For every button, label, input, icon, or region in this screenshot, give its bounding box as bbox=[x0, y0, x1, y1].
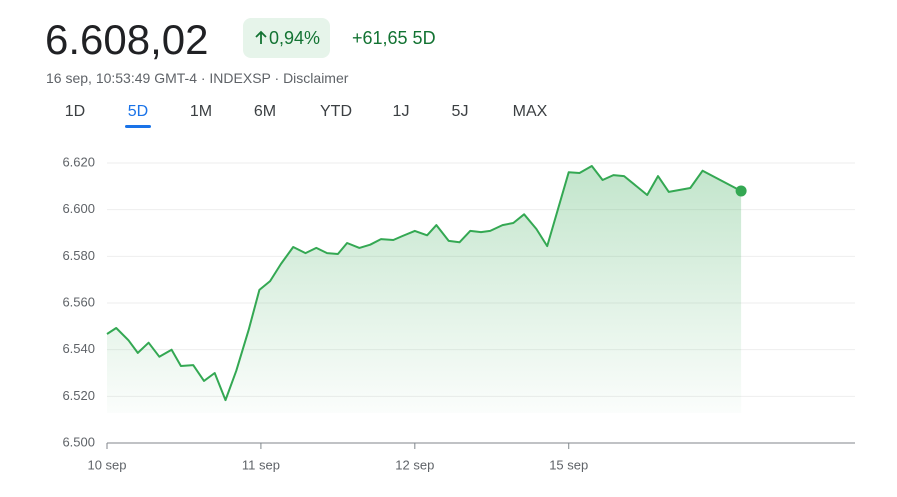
y-tick-label: 6.580 bbox=[62, 248, 95, 263]
tab[interactable]: YTD bbox=[320, 103, 352, 120]
tab-underline bbox=[125, 125, 151, 128]
change-percent: 0,94% bbox=[269, 27, 321, 48]
tab[interactable]: 1D bbox=[65, 103, 85, 120]
area-fill bbox=[107, 166, 742, 413]
meta: 16 sep, 10:53:49 GMT-4 · INDEXSP · Discl… bbox=[46, 70, 349, 86]
x-tick-label: 11 sep bbox=[242, 457, 280, 472]
y-tick-label: 6.520 bbox=[62, 388, 95, 403]
y-tick-label: 6.560 bbox=[62, 294, 95, 309]
tab[interactable]: MAX bbox=[513, 103, 548, 120]
change: +61,65 5D bbox=[352, 28, 436, 48]
tab[interactable]: 5J bbox=[452, 103, 469, 120]
tab[interactable]: 1J bbox=[393, 103, 410, 120]
x-tick-label: 12 sep bbox=[395, 457, 434, 472]
price: 6.608,02 bbox=[45, 16, 209, 63]
y-tick-label: 6.540 bbox=[62, 341, 95, 356]
x-tick-label: 15 sep bbox=[549, 457, 588, 472]
change-pill: 0,94% bbox=[243, 18, 331, 58]
price-line bbox=[106, 165, 742, 402]
y-tick-label: 6.620 bbox=[62, 154, 95, 169]
x-tick-label: 10 sep bbox=[87, 457, 126, 472]
tab[interactable]: 6M bbox=[254, 103, 276, 120]
y-tick-label: 6.500 bbox=[62, 434, 95, 449]
y-tick-label: 6.600 bbox=[62, 201, 95, 216]
last-point bbox=[735, 185, 747, 197]
tab[interactable]: 5D bbox=[128, 103, 148, 120]
tab[interactable]: 1M bbox=[190, 103, 212, 120]
up-arrow bbox=[255, 30, 267, 44]
